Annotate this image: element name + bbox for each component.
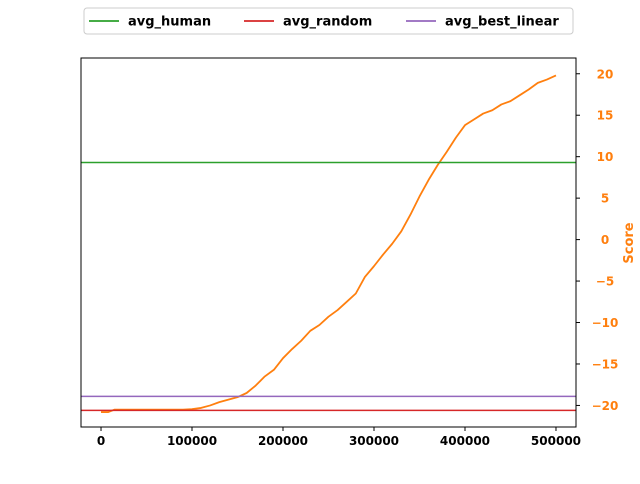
y-tick-label: −5 — [596, 275, 614, 289]
legend-label-avg_best_linear: avg_best_linear — [445, 15, 559, 30]
x-tick-label: 400000 — [440, 434, 490, 448]
y-tick-label: 0 — [601, 233, 609, 247]
x-axis-ticks: 0 100000 200000 300000 400000 500000 — [97, 427, 581, 448]
y-tick-label: 10 — [597, 150, 614, 164]
plot-lines — [81, 74, 576, 413]
y-axis-ticks: −20 −15 −10 −5 0 5 10 15 20 — [576, 67, 618, 413]
score-series-line — [101, 74, 557, 413]
legend-label-avg_human: avg_human — [128, 15, 211, 30]
y-tick-label: −20 — [592, 399, 619, 413]
y-tick-label: −10 — [592, 316, 619, 330]
legend-label-avg_random: avg_random — [283, 15, 372, 30]
x-tick-label: 300000 — [349, 434, 399, 448]
y-tick-label: 20 — [597, 67, 614, 81]
y-tick-label: 5 — [601, 192, 609, 206]
legend: avg_human avg_random avg_best_linear — [83, 7, 574, 35]
x-tick-label: 200000 — [258, 434, 308, 448]
y-tick-label: −15 — [592, 357, 619, 371]
x-tick-label: 100000 — [167, 434, 217, 448]
y-axis-label: Score — [622, 222, 637, 263]
y-tick-label: 15 — [597, 109, 614, 123]
plot-frame — [80, 57, 577, 428]
legend-box — [83, 7, 574, 35]
x-tick-label: 0 — [97, 434, 105, 448]
x-tick-label: 500000 — [531, 434, 581, 448]
